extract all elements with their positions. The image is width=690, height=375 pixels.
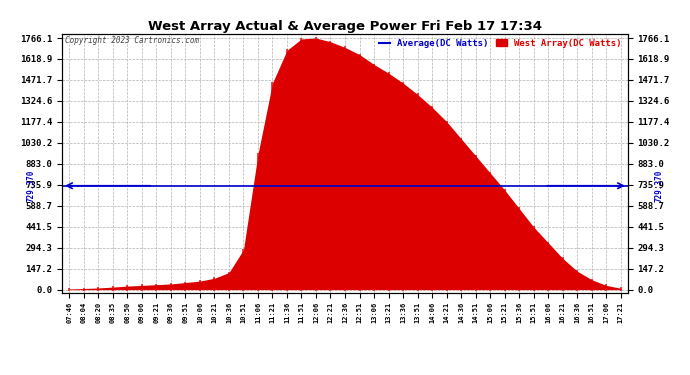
Text: Copyright 2023 Cartronics.com: Copyright 2023 Cartronics.com	[65, 36, 199, 45]
Legend: Average(DC Watts), West Array(DC Watts): Average(DC Watts), West Array(DC Watts)	[377, 37, 623, 50]
Title: West Array Actual & Average Power Fri Feb 17 17:34: West Array Actual & Average Power Fri Fe…	[148, 20, 542, 33]
Text: 729.370: 729.370	[26, 170, 35, 202]
Text: 729.370: 729.370	[655, 170, 664, 202]
